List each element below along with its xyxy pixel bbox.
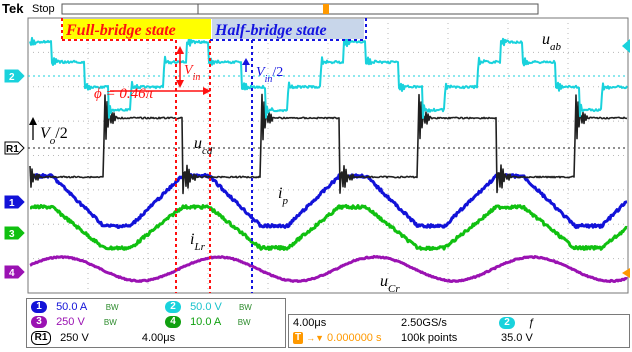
vin-arrow-down-icon (176, 80, 184, 88)
trace-i-lr (29, 204, 628, 251)
vin-label: Vin (184, 63, 200, 83)
ref1-time: 4.00μs (141, 331, 176, 344)
ch1-readout: 1 50.0 A BW (31, 301, 119, 314)
trigger-position-readout: T →▼ 0.000000 s (293, 332, 382, 345)
waveform-traces (29, 36, 628, 284)
trigger-offset-marker-icon (622, 268, 630, 278)
trigger-position: 0.000000 s (327, 332, 382, 344)
timebase-readout-panel: 4.00μs 2.50GS/s 100k points T →▼ 0.00000… (288, 314, 630, 348)
half-vin-arrow-up-icon (242, 58, 250, 65)
phase-arrow-head-icon (203, 87, 211, 95)
waveform-labels: Full-bridge state Half-bridge state ϕ = 0.… (40, 19, 562, 295)
trace-u-cr (29, 254, 628, 284)
ch4-scale: 10.0 A (190, 316, 221, 328)
trace-u-cd (29, 93, 628, 195)
trigger-arrow-icon: →▼ (306, 333, 324, 343)
half-bridge-label: Half-bridge state (214, 22, 327, 39)
record-window-marker (323, 4, 329, 14)
trigger-level: 35.0 V (501, 332, 533, 344)
trigger-slope-icon: ƒ (528, 317, 535, 329)
vo-arrow-up-icon (29, 117, 37, 125)
ch4-marker-shape (4, 226, 25, 240)
ch1-scale: 50.0 A (56, 301, 87, 313)
ch2-marker-shape (4, 69, 25, 83)
trace-i-p (29, 173, 628, 229)
ch2-marker-label: 2 (9, 72, 15, 83)
ch1-marker-shape (4, 195, 25, 209)
run-state: Stop (32, 3, 55, 15)
ch2-readout: 2 50.0 V BW (165, 301, 252, 314)
ch2-scale: 50.0 V (190, 301, 222, 313)
channel-readout-panel: 1 50.0 A BW 2 50.0 V BW 3 250 V BW 4 10.… (26, 298, 286, 348)
i-p-label: ip (278, 185, 288, 207)
ref1-readout: R1 250 V 4.00μs (31, 331, 175, 345)
graticule-grid (28, 18, 628, 293)
trigger-level-marker-icon (622, 39, 630, 53)
ch4-readout: 4 10.0 A BW (165, 316, 251, 329)
half-bridge-label-bg (212, 19, 364, 39)
ch1-badge[interactable]: 1 (31, 301, 47, 314)
record-length: 100k points (401, 332, 458, 344)
u-cd-label: ucd (194, 135, 213, 157)
ch3-readout: 3 250 V BW (31, 316, 117, 329)
full-bridge-label: Full-bridge state (65, 22, 176, 39)
reference-lines (28, 18, 628, 293)
ch1-marker-label: 1 (9, 198, 15, 209)
phase-shift-label: ϕ = 0.46π (94, 86, 154, 102)
ch4-bw-icon: BW (237, 318, 251, 327)
ref1-marker-label: R1 (6, 144, 19, 155)
full-bridge-label-bg (63, 19, 211, 39)
ch3-bw-icon: BW (103, 318, 117, 327)
trigger-source-badge[interactable]: 2 (499, 317, 515, 330)
record-overview-bar (61, 3, 539, 15)
ch2-bw-icon: BW (238, 303, 252, 312)
ref1-scale: 250 V (60, 331, 89, 344)
vin-arrow-up-icon (176, 46, 184, 54)
ch3-scale: 250 V (56, 316, 85, 328)
ch3-badge[interactable]: 3 (31, 316, 47, 329)
ch4-marker-label: 3 (9, 229, 15, 240)
ch3-marker-shape (4, 265, 25, 279)
timebase: 4.00μs (293, 317, 327, 329)
sample-rate: 2.50GS/s (401, 317, 447, 329)
ref1-badge[interactable]: R1 (31, 331, 51, 345)
trace-u-ab (29, 36, 628, 119)
trigger-source-readout: 2 ƒ (499, 317, 535, 330)
i-lr-label: iLr (190, 231, 206, 253)
trigger-position-icon: T (293, 332, 303, 345)
ch3-marker-label: 4 (9, 268, 15, 279)
ch4-badge[interactable]: 4 (165, 316, 181, 329)
channel-markers: 2 R1 1 3 4 (4, 39, 630, 279)
ch1-bw-icon: BW (105, 303, 119, 312)
ref1-marker-shape (4, 141, 25, 155)
u-cr-label: uCr (380, 273, 400, 295)
brand-logo: Tek (2, 1, 24, 16)
ch2-badge[interactable]: 2 (165, 301, 181, 314)
vo-label: Vo/2 (40, 125, 68, 147)
half-vin-label: Vin/2 (256, 65, 283, 85)
u-ab-label: uab (542, 31, 562, 53)
